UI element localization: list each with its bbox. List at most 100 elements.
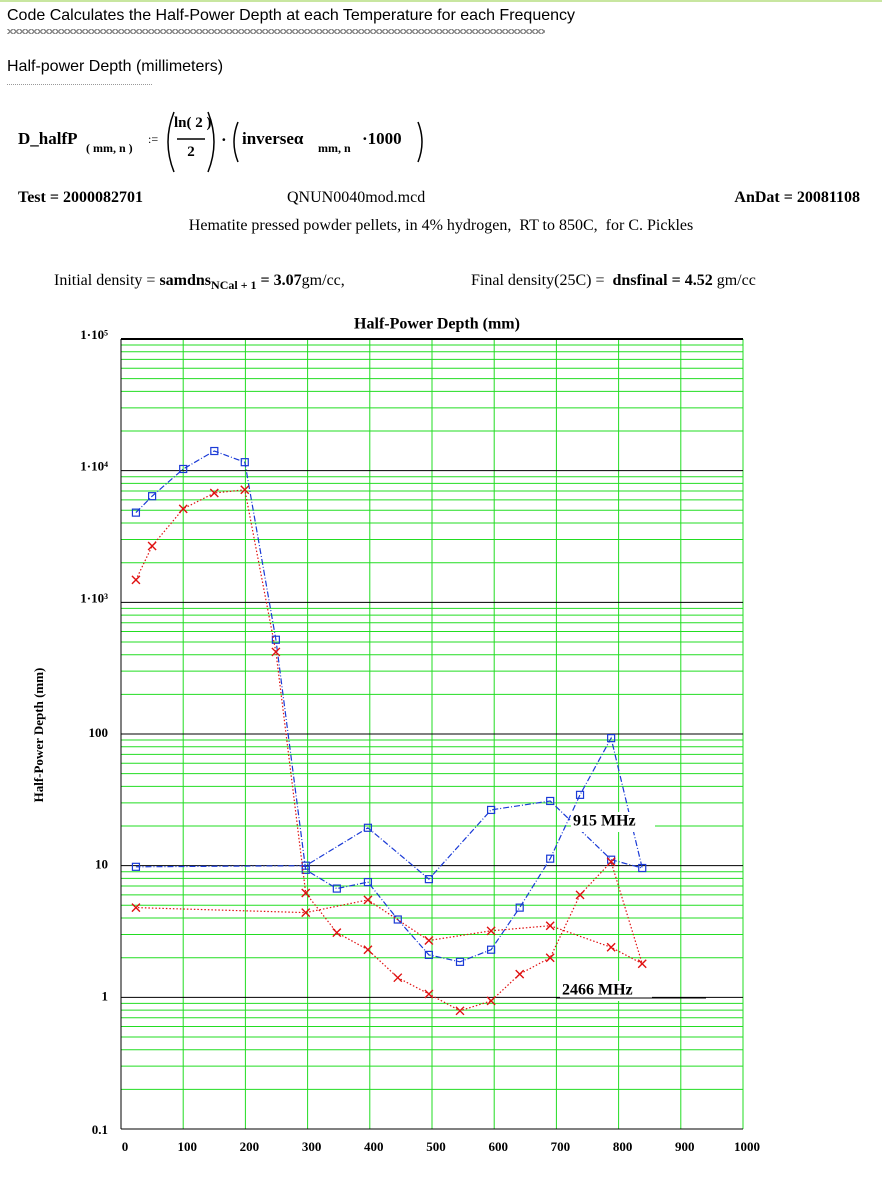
marker [363,895,373,905]
formula-numerator: ln( 2 ) [174,115,212,131]
marker [210,446,219,456]
marker [332,928,342,938]
marker [209,488,219,498]
marker [131,903,141,913]
marker [638,863,647,873]
y-tick-label: 100 [89,725,109,740]
marker [240,485,250,495]
y-tick-label: 1·10³ [80,590,108,605]
marker [607,855,616,864]
marker [363,878,373,887]
marker [455,957,465,966]
marker [332,884,341,893]
x-tick-label: 300 [302,1139,322,1154]
marker [363,823,373,832]
marker [131,508,141,517]
marker [545,953,555,963]
marker [179,464,188,474]
paren [207,111,215,173]
marker [271,635,280,644]
marker [131,575,141,585]
chart-title: Half-Power Depth (mm) [354,316,520,333]
y-tick-label: 10 [95,857,108,872]
label: Initial density = [54,272,156,289]
marker [301,908,311,918]
marker [546,854,555,863]
formula-denominator: 2 [187,144,195,160]
formula-assign: := [148,132,159,146]
formula-subscript: mm, n [318,141,351,155]
marker [545,921,555,931]
marker [147,541,157,551]
x-tick-label: 800 [613,1139,633,1154]
y-tick-label: 1·10⁴ [80,459,108,474]
series-line [135,489,644,1012]
subscript: NCal + 1 [211,278,257,293]
unit: gm/cc, [301,272,345,289]
variable: dnsfinal [612,272,668,289]
marker [606,857,616,867]
label-background [560,981,652,1001]
section-title: Half-power Depth (millimeters) [7,58,224,75]
label-background [571,812,655,832]
x-tick-label: 500 [426,1139,446,1154]
marker [363,945,373,955]
x-tick-label: 400 [364,1139,384,1154]
marker [148,492,157,501]
unit: gm/cc [716,272,756,289]
marker [486,996,496,1006]
series-label: 915 MHz [573,813,636,830]
marker [637,959,647,969]
marker [424,950,433,960]
marker [393,973,403,983]
x-tick-label: 700 [551,1139,571,1154]
y-axis-label: Half-Power Depth (mm) [31,668,46,803]
marker [271,647,281,657]
marker [546,796,555,806]
dotted-underline [7,84,152,86]
paren [167,111,175,173]
marker [424,936,434,946]
x-tick-label: 200 [240,1139,260,1154]
label: Final density(25C) = [471,272,605,289]
x-tick-label: 1000 [734,1139,760,1154]
y-tick-label: 1 [102,988,109,1003]
x-tick-label: 0 [122,1139,129,1154]
marker [607,734,616,743]
paren [233,121,239,163]
x-tick-label: 900 [675,1139,695,1154]
y-tick-label: 0.1 [92,1122,108,1137]
marker [240,458,249,467]
marker [486,805,496,815]
x-tick-label: 600 [488,1139,508,1154]
marker [131,862,141,871]
marker [515,969,525,979]
variable: samdns [159,272,212,289]
marker [486,926,496,936]
marker [178,504,188,514]
marker [424,875,433,884]
plot: 0 100 200 300 400 500 600 700 800 900 1000 0.1 1 10 10… [80,327,760,1154]
marker [424,989,434,999]
marker [575,890,585,900]
final-density: Final density(25C) = dnsfinal = 4.52 gm/… [463,257,756,289]
marker [486,945,496,954]
initial-density: Initial density = samdnsNCal + 1 = 3.07g… [46,257,345,293]
series-line [135,450,644,963]
x-tick-label: 100 [177,1139,197,1154]
value: = 4.52 [671,272,713,289]
series-label: 2466 MHz [562,982,633,999]
formula-dot: · [221,130,227,149]
formula-rhs: inverseα [242,129,304,148]
paren [417,121,423,163]
formula-subscript: ( mm, n ) [86,141,133,155]
test-id: Test = 2000082701 [18,189,143,206]
formula-multiplier: ·1000 [362,129,402,148]
marker [393,915,402,924]
marker [455,1006,465,1016]
formula-lhs: D_halfP [18,129,78,148]
file-name: QNUN0040mod.mcd [287,189,426,206]
doc-title: Code Calculates the Half-Power Depth at … [7,7,576,24]
